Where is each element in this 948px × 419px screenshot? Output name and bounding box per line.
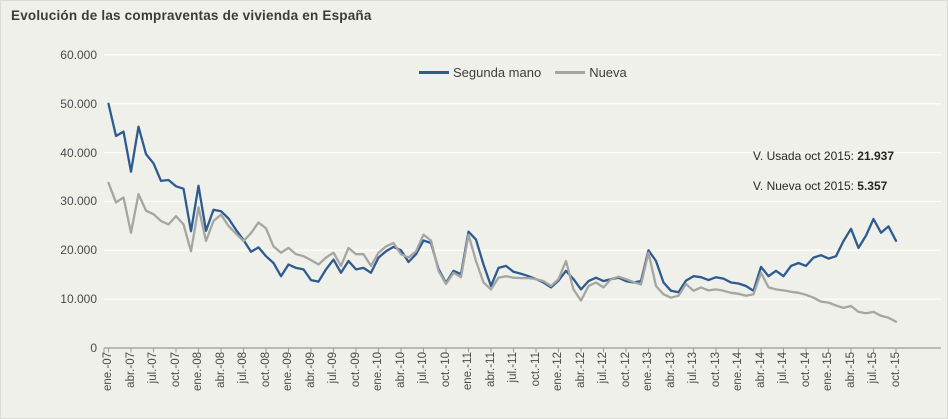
x-axis-label-oct.-09: oct.-09	[349, 352, 362, 388]
x-axis-label-abr.-08: abr.-08	[214, 352, 227, 388]
y-axis-label-10.000: 10.000	[60, 292, 97, 307]
x-axis-label-oct.-13: oct.-13	[709, 352, 722, 388]
nueva-line-swatch-icon	[555, 71, 586, 74]
x-axis-label-jul.-14: jul.-14	[777, 352, 789, 384]
annotation-usada: V. Usada oct 2015: 21.937	[753, 149, 894, 163]
x-axis-label-jul.-12: jul.-12	[597, 352, 609, 384]
annotation-nueva-label: V. Nueva oct 2015:	[753, 179, 858, 193]
x-axis-label-abr.-07: abr.-07	[124, 352, 137, 388]
y-axis-label-40.000: 40.000	[60, 145, 97, 160]
y-axis-label-60.000: 60.000	[60, 47, 97, 62]
annotation-usada-label: V. Usada oct 2015:	[753, 149, 858, 163]
x-axis-label-jul.-08: jul.-08	[237, 352, 249, 384]
x-axis-label-abr.-15: abr.-15	[844, 352, 857, 388]
x-axis-label-jul.-11: jul.-11	[507, 352, 519, 383]
x-axis-label-ene.-08: ene.-08	[192, 352, 204, 392]
x-axis-label-oct.-07: oct.-07	[169, 352, 182, 388]
segunda-mano-line-swatch-icon	[419, 71, 449, 74]
x-axis-label-ene.-09: ene.-09	[282, 352, 294, 392]
x-axis-label-oct.-08: oct.-08	[259, 352, 272, 388]
annotation-usada-value: 21.937	[857, 149, 894, 163]
x-axis-label-ene.-11: ene.-11	[462, 352, 474, 391]
x-axis-label-jul.-07: jul.-07	[147, 352, 159, 384]
x-axis-label-abr.-11: abr.-11	[484, 352, 497, 387]
x-axis-label-oct.-10: oct.-10	[439, 352, 452, 388]
x-axis-label-ene.-14: ene.-14	[732, 352, 744, 392]
x-axis-label-oct.-12: oct.-12	[619, 352, 632, 388]
x-axis-label-abr.-12: abr.-12	[574, 352, 587, 388]
x-axis-label-oct.-14: oct.-14	[799, 352, 812, 388]
x-axis-label-ene.-10: ene.-10	[372, 352, 384, 392]
x-axis-label-jul.-15: jul.-15	[867, 352, 879, 384]
x-axis-label-ene.-12: ene.-12	[552, 352, 564, 392]
annotation-nueva: V. Nueva oct 2015: 5.357	[753, 179, 887, 193]
x-axis-label-abr.-09: abr.-09	[304, 352, 317, 388]
x-axis-label-abr.-13: abr.-13	[664, 352, 677, 388]
x-axis-label-jul.-09: jul.-09	[327, 352, 339, 384]
y-axis-label-20.000: 20.000	[60, 243, 97, 258]
chart-legend: Segunda mano Nueva	[419, 65, 627, 80]
x-axis-label-ene.-07: ene.-07	[102, 352, 114, 392]
nueva-line	[107, 181, 898, 323]
legend-label-segunda-mano: Segunda mano	[453, 65, 542, 80]
segunda-mano-line	[107, 102, 898, 294]
legend-label-nueva: Nueva	[589, 65, 627, 80]
annotation-nueva-value: 5.357	[857, 179, 888, 193]
x-axis-label-ene.-15: ene.-15	[822, 352, 834, 392]
x-axis-label-ene.-13: ene.-13	[642, 352, 654, 392]
legend-item-segunda-mano: Segunda mano	[419, 65, 541, 80]
y-axis-label-50.000: 50.000	[60, 96, 97, 111]
x-axis-label-abr.-14: abr.-14	[754, 352, 767, 388]
x-axis-label-jul.-13: jul.-13	[687, 352, 699, 384]
x-axis-label-oct.-15: oct.-15	[889, 352, 902, 388]
legend-item-nueva: Nueva	[555, 65, 627, 80]
x-axis-label-jul.-10: jul.-10	[417, 352, 429, 384]
x-axis-label-oct.-11: oct.-11	[529, 352, 542, 387]
y-axis-label-30.000: 30.000	[60, 194, 97, 209]
chart-title: Evolución de las compraventas de viviend…	[11, 8, 372, 23]
x-axis-label-abr.-10: abr.-10	[394, 352, 407, 388]
y-axis-label-0: 0	[90, 341, 97, 355]
